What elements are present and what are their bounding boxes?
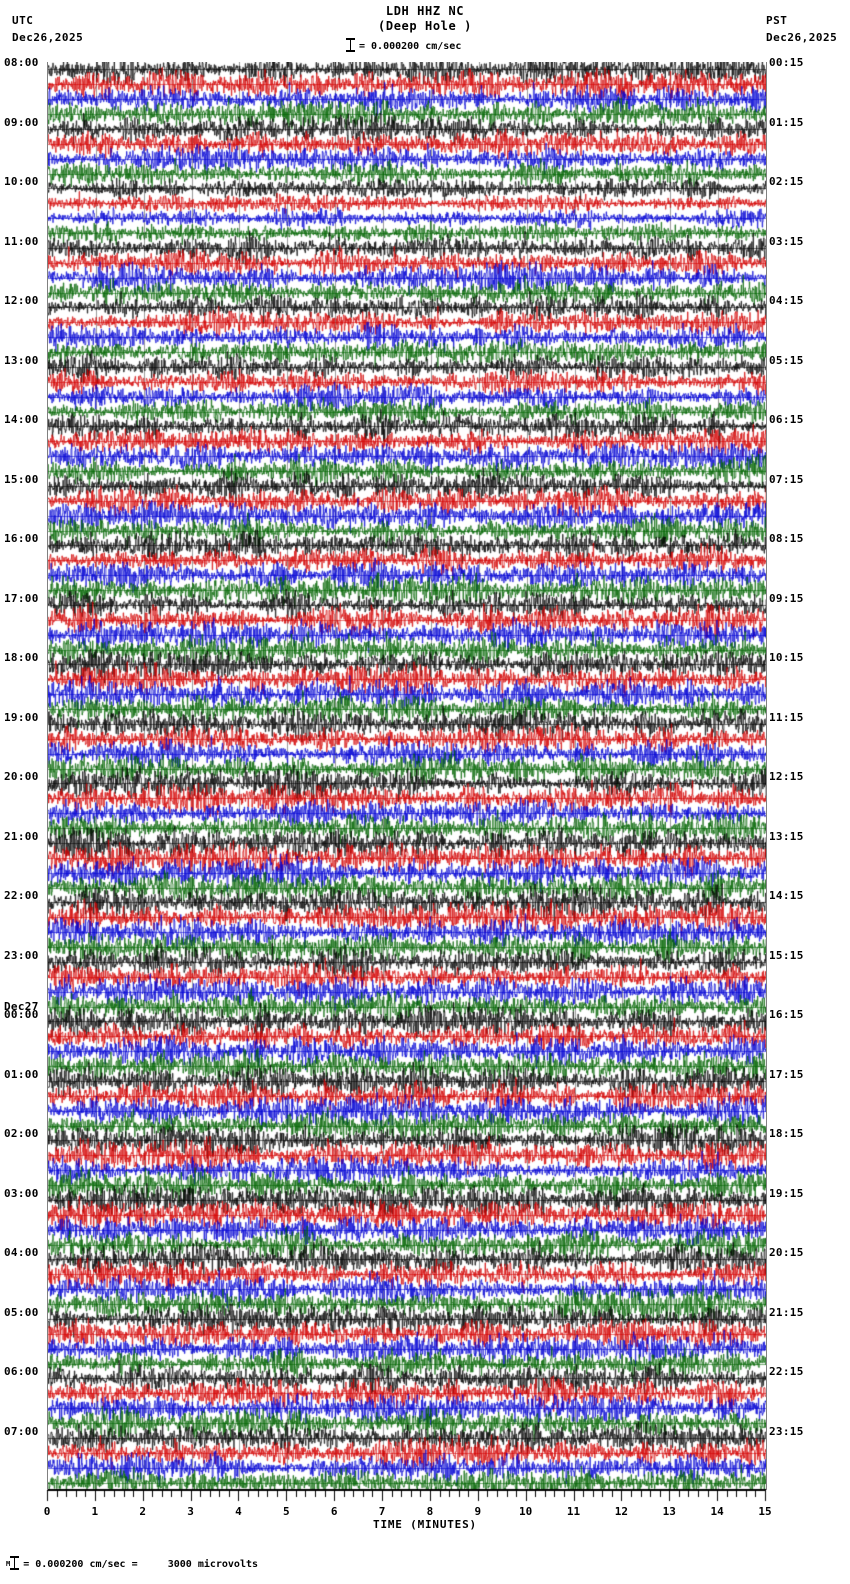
station-subtitle: (Deep Hole ) bbox=[378, 19, 472, 33]
utc-hour-label: 09:00 bbox=[4, 115, 39, 129]
x-tick-label: 7 bbox=[378, 1505, 386, 1518]
x-tick-label: 8 bbox=[426, 1505, 434, 1518]
x-tick-label: 9 bbox=[474, 1505, 482, 1518]
footer-ibeam-scale-icon bbox=[10, 1556, 20, 1570]
pst-hour-label: 23:15 bbox=[769, 1424, 804, 1438]
pst-hour-label: 07:15 bbox=[769, 472, 804, 486]
pst-hour-label: 21:15 bbox=[769, 1305, 804, 1319]
pst-hour-label: 20:15 bbox=[769, 1246, 804, 1259]
x-axis-ticks-canvas bbox=[40, 1490, 772, 1504]
footer-scale-note: M = 0.000200 cm/sec = 3000 microvolts bbox=[6, 1556, 258, 1570]
pst-hour-label: 12:15 bbox=[769, 770, 804, 783]
x-tick-label: 2 bbox=[139, 1505, 147, 1518]
utc-hour-label: 14:00 bbox=[4, 413, 39, 426]
utc-zone-label: UTC bbox=[12, 14, 34, 27]
pst-hour-label: 17:15 bbox=[769, 1067, 804, 1081]
x-axis: 0 1 2 3 4 5 6 7 8 9 10 11 12 13 14 15 bbox=[40, 1490, 772, 1536]
utc-hour-label: 23:00 bbox=[4, 948, 39, 962]
utc-hour-label: 17:00 bbox=[4, 591, 39, 605]
pst-hour-label: 03:15 bbox=[769, 234, 804, 248]
footer-scale-text: = 0.000200 cm/sec = 3000 microvolts bbox=[23, 1559, 259, 1570]
scale-reference: = 0.000200 cm/sec bbox=[346, 38, 461, 52]
x-tick-label: 4 bbox=[235, 1505, 242, 1518]
utc-hour-label: 03:00 bbox=[4, 1186, 39, 1200]
x-tick-label: 1 bbox=[91, 1505, 99, 1518]
utc-hour-label: 04:00 bbox=[4, 1246, 39, 1259]
utc-hour-label: 10:00 bbox=[4, 175, 39, 188]
pst-hour-label: 11:15 bbox=[769, 710, 804, 724]
utc-hour-label: 06:00 bbox=[4, 1365, 39, 1378]
utc-hour-label: 18:00 bbox=[4, 651, 39, 664]
utc-hour-label: 02:00 bbox=[4, 1127, 39, 1140]
chart-header: UTC Dec26,2025 LDH HHZ NC (Deep Hole ) =… bbox=[0, 0, 850, 60]
utc-hour-label: 19:00 bbox=[4, 710, 39, 724]
seismogram-traces-canvas bbox=[48, 62, 766, 1490]
x-tick-label: 15 bbox=[758, 1505, 772, 1518]
pst-hour-label: 04:15 bbox=[769, 294, 804, 307]
x-tick-label: 14 bbox=[710, 1505, 724, 1518]
utc-hour-label: 22:00 bbox=[4, 889, 39, 902]
pst-hour-label: 14:15 bbox=[769, 889, 804, 902]
pst-hour-label: 15:15 bbox=[769, 948, 804, 962]
utc-hour-label: 05:00 bbox=[4, 1305, 39, 1319]
utc-hour-label: 13:00 bbox=[4, 353, 39, 367]
x-tick-label: 0 bbox=[43, 1505, 51, 1518]
pst-hour-label: 16:15 bbox=[769, 1008, 804, 1021]
utc-hour-label: 12:00 bbox=[4, 294, 39, 307]
utc-hour-label: 08:00 bbox=[4, 56, 39, 69]
pst-zone-date: Dec26,2025 bbox=[766, 31, 838, 44]
x-tick-label: 13 bbox=[662, 1505, 676, 1518]
pst-hour-label: 18:15 bbox=[769, 1127, 804, 1140]
pst-hour-label: 13:15 bbox=[769, 829, 804, 843]
pst-hour-label: 05:15 bbox=[769, 353, 804, 367]
pst-hour-label: 19:15 bbox=[769, 1186, 804, 1200]
utc-hour-label: 21:00 bbox=[4, 829, 39, 843]
pst-hour-label: 08:15 bbox=[769, 532, 804, 545]
utc-zone-date: Dec26,2025 bbox=[12, 31, 84, 44]
x-tick-label: 3 bbox=[187, 1505, 194, 1518]
scale-reference-text: = 0.000200 cm/sec bbox=[359, 41, 462, 52]
pst-zone-label: PST bbox=[766, 14, 788, 27]
utc-hour-label: 07:00 bbox=[4, 1424, 39, 1438]
x-tick-label: 12 bbox=[614, 1505, 629, 1518]
utc-hour-label: 20:00 bbox=[4, 770, 39, 783]
pst-hour-label: 00:15 bbox=[769, 56, 804, 69]
pst-hour-label: 10:15 bbox=[769, 651, 804, 664]
pst-hour-label: 22:15 bbox=[769, 1365, 804, 1378]
pst-hour-label: 02:15 bbox=[769, 175, 804, 188]
footer-prefix: M bbox=[6, 1560, 11, 1568]
ibeam-scale-icon bbox=[346, 38, 355, 52]
day-break-label: Dec27 bbox=[4, 1000, 39, 1013]
x-tick-label: 5 bbox=[283, 1505, 290, 1518]
x-tick-label: 6 bbox=[330, 1505, 338, 1518]
utc-hour-label: 11:00 bbox=[4, 234, 39, 248]
station-title: LDH HHZ NC bbox=[385, 4, 465, 18]
x-tick-label: 11 bbox=[566, 1505, 581, 1518]
pst-hour-label: 09:15 bbox=[769, 591, 804, 605]
x-axis-title: TIME (MINUTES) bbox=[373, 1518, 477, 1531]
x-tick-label: 10 bbox=[519, 1505, 533, 1518]
pst-hour-label: 06:15 bbox=[769, 413, 804, 426]
utc-hour-label: 16:00 bbox=[4, 532, 39, 545]
seismogram-plot-area bbox=[47, 62, 767, 1490]
pst-hour-label: 01:15 bbox=[769, 115, 804, 129]
utc-hour-label: 01:00 bbox=[4, 1067, 39, 1081]
utc-hour-label: 15:00 bbox=[4, 472, 39, 486]
utc-hour-label: 00:00 bbox=[4, 1008, 39, 1021]
